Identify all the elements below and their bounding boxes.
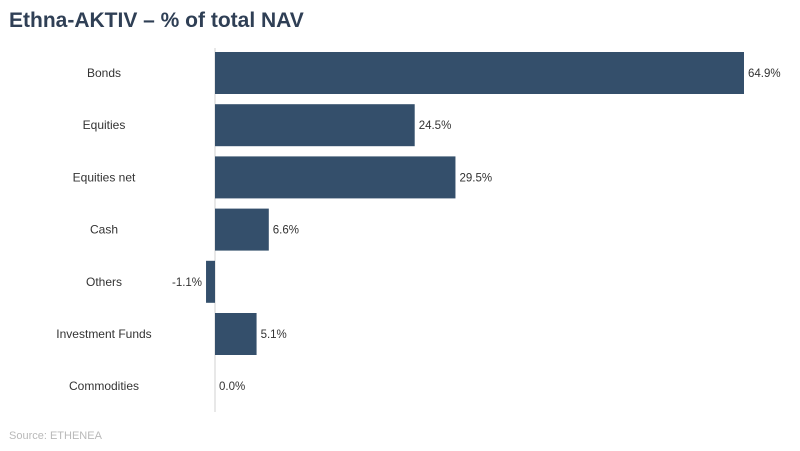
chart-title: Ethna-AKTIV – % of total NAV [9,9,304,32]
category-label-investment-funds: Investment Funds [56,327,151,341]
category-labels-group: Bonds Equities Equities net Cash Others Inves… [56,66,151,393]
bar-equities [215,104,415,147]
value-label-cash: 6.6% [273,225,299,237]
value-label-commodities: 0.0% [219,381,245,393]
bar-cash [215,208,269,251]
category-label-cash: Cash [90,223,118,237]
bar-investment-funds [215,313,257,355]
value-label-equities-net: 29.5% [459,172,492,184]
source-note: Source: ETHENEA [9,430,102,442]
value-labels-group: 64.9% 24.5% 29.5% 6.6% -1.1% 5.1% 0.0% [172,68,781,393]
category-label-bonds: Bonds [87,66,121,80]
value-label-bonds: 64.9% [748,68,781,80]
bar-bonds [215,52,744,94]
category-label-equities: Equities [83,118,126,132]
bar-others [206,260,215,303]
category-label-commodities: Commodities [69,379,139,393]
value-label-others: -1.1% [172,277,202,289]
bar-equities-net [215,156,456,199]
category-label-equities-net: Equities net [73,170,136,184]
value-label-investment-funds: 5.1% [261,329,287,341]
value-label-equities: 24.5% [419,120,452,132]
category-label-others: Others [86,275,122,289]
bars-group [206,52,744,355]
